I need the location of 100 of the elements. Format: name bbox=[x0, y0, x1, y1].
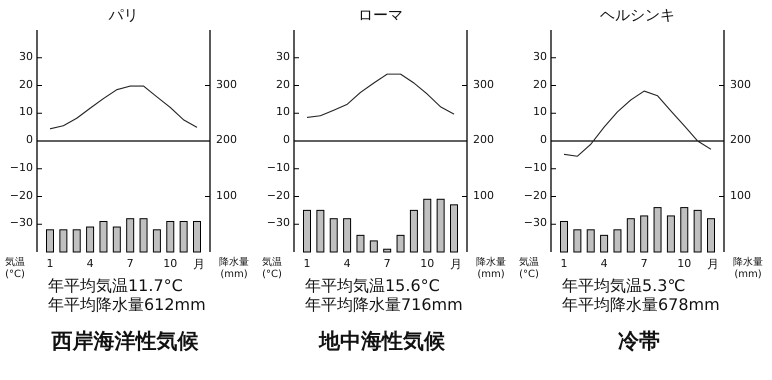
line-series bbox=[49, 86, 198, 130]
bar bbox=[654, 207, 662, 252]
y2-tick-label: 300 bbox=[216, 78, 237, 90]
y-tick-label: 20 bbox=[19, 78, 33, 90]
bar bbox=[316, 210, 324, 252]
y2-tick-label: 100 bbox=[216, 188, 237, 202]
y2-axis-title: 降水量(mm) bbox=[732, 257, 764, 280]
bar bbox=[707, 218, 715, 252]
y2-tick-label: 200 bbox=[730, 133, 751, 146]
text: 年平均気温11.7°C bbox=[48, 276, 183, 296]
line-series bbox=[306, 74, 455, 118]
bar bbox=[573, 229, 582, 252]
bar bbox=[59, 229, 68, 252]
y-tick-label: −30 bbox=[10, 216, 33, 230]
y-axis-title: 気温(°C) bbox=[261, 257, 283, 280]
y-tick-label: 0 bbox=[540, 133, 547, 146]
text: 年平均気温5.3℃ bbox=[562, 276, 686, 296]
y-tick-label: 30 bbox=[19, 50, 33, 63]
bar bbox=[613, 229, 622, 252]
bar bbox=[343, 218, 352, 252]
y-tick-label: 20 bbox=[533, 78, 547, 90]
y2-axis-title: 降水量(mm) bbox=[475, 257, 507, 280]
x-tick-label: 10 bbox=[162, 257, 178, 270]
bar bbox=[152, 229, 161, 252]
text: 冷帯 bbox=[617, 328, 661, 355]
x-axis-title: 月 bbox=[707, 256, 719, 273]
bar bbox=[166, 220, 174, 252]
y2-tick-label: 200 bbox=[473, 133, 494, 146]
x-axis-title: 月 bbox=[193, 256, 205, 273]
bar bbox=[72, 229, 81, 252]
bar bbox=[450, 204, 458, 252]
y-tick-label: 0 bbox=[283, 133, 290, 146]
x-tick-label: 4 bbox=[600, 257, 609, 270]
chart-title: ヘルシンキ bbox=[599, 6, 676, 25]
bar bbox=[193, 220, 201, 252]
chart-title: パリ bbox=[108, 6, 140, 25]
bar bbox=[370, 240, 378, 252]
y-tick-label: 30 bbox=[276, 50, 290, 63]
y2-tick-label: 100 bbox=[473, 188, 494, 202]
y2-axis-title: 降水量(mm) bbox=[218, 257, 250, 280]
y-tick-label: 20 bbox=[276, 78, 290, 90]
text: 地中海性気候 bbox=[317, 328, 446, 355]
y-tick-label: 10 bbox=[276, 105, 290, 118]
bar bbox=[436, 198, 445, 252]
y-tick-label: 30 bbox=[533, 50, 547, 63]
x-tick-label: 4 bbox=[86, 257, 95, 270]
chart-title: ローマ bbox=[357, 6, 404, 25]
x-axis-title: 月 bbox=[450, 256, 462, 273]
bar bbox=[600, 234, 608, 252]
y-tick-label: −10 bbox=[524, 160, 547, 174]
bar bbox=[410, 210, 418, 252]
x-tick-label: 4 bbox=[342, 257, 352, 270]
bar bbox=[140, 218, 148, 252]
bar bbox=[383, 248, 392, 252]
bar bbox=[680, 207, 688, 252]
y-axis-title: 気温(°C) bbox=[518, 257, 540, 280]
bar bbox=[640, 215, 648, 252]
bar bbox=[303, 210, 311, 252]
line-series bbox=[563, 90, 712, 157]
bar bbox=[86, 226, 94, 252]
y-tick-label: −20 bbox=[524, 188, 547, 202]
text: 西岸海洋性気候 bbox=[50, 328, 200, 355]
bar bbox=[396, 234, 405, 252]
bar bbox=[99, 220, 108, 252]
x-tick-label: 1 bbox=[560, 257, 568, 270]
x-tick-label: 1 bbox=[46, 257, 54, 270]
bar bbox=[112, 226, 121, 252]
y-axis-title: 気温(°C) bbox=[4, 257, 26, 280]
text: 年平均気温15.6°C bbox=[305, 276, 440, 296]
text: 年平均降水量612mm bbox=[48, 295, 206, 316]
x-tick-label: 10 bbox=[419, 257, 436, 270]
bar bbox=[560, 220, 568, 252]
y-tick-label: −20 bbox=[10, 188, 33, 202]
y-tick-label: −10 bbox=[10, 160, 33, 174]
x-tick-label: 7 bbox=[382, 257, 392, 270]
y-tick-label: −10 bbox=[266, 160, 290, 174]
text: 年平均降水量716mm bbox=[305, 295, 463, 316]
y2-tick-label: 300 bbox=[730, 78, 751, 90]
x-tick-label: 10 bbox=[676, 257, 692, 270]
y2-tick-label: 300 bbox=[473, 78, 494, 90]
y2-tick-label: 100 bbox=[730, 188, 751, 202]
bar bbox=[694, 210, 702, 252]
x-tick-label: 1 bbox=[302, 257, 312, 270]
y-tick-label: −30 bbox=[266, 216, 290, 230]
text: 年平均降水量678mm bbox=[562, 295, 720, 316]
y-tick-label: 0 bbox=[26, 133, 33, 146]
bar bbox=[666, 215, 675, 252]
bar bbox=[423, 198, 432, 252]
y2-tick-label: 200 bbox=[216, 133, 237, 146]
bar bbox=[586, 229, 595, 252]
y-tick-label: −20 bbox=[266, 188, 290, 202]
bar bbox=[126, 218, 134, 252]
bar bbox=[46, 229, 54, 252]
bar bbox=[180, 220, 188, 252]
bar bbox=[356, 234, 364, 252]
y-tick-label: 10 bbox=[533, 105, 547, 118]
x-tick-label: 7 bbox=[640, 257, 649, 270]
y-tick-label: −30 bbox=[524, 216, 547, 230]
y-tick-label: 10 bbox=[19, 105, 33, 118]
x-tick-label: 7 bbox=[126, 257, 135, 270]
